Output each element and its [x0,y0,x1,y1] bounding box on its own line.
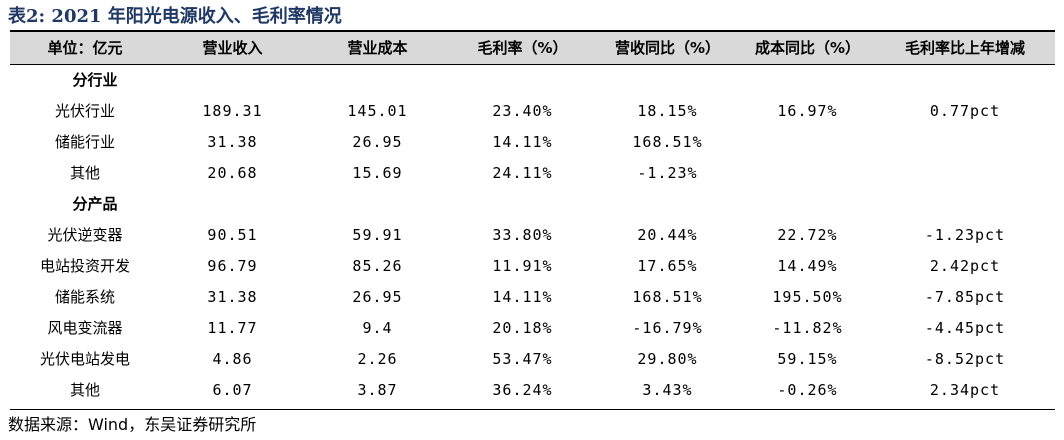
margin-cell: 14.11% [492,288,553,306]
cost-cell: 15.69 [352,164,403,182]
section-row-industry: 分行业 [10,65,1055,96]
cost-cell: 26.95 [352,288,403,306]
table-row: 光伏行业 189.31 145.01 23.40% 18.15% 16.97% … [10,96,1055,127]
margin-cell: 33.80% [492,226,553,244]
cost-cell: 2.26 [357,350,398,368]
cost-yoy-cell [740,127,875,158]
row-name: 电站投资开发 [39,257,130,275]
table-row: 其他 6.07 3.87 36.24% 3.43% -0.26% 2.34pct [10,375,1055,406]
revenue-yoy-cell: 18.15% [637,102,698,120]
margin-change-cell: -8.52pct [924,350,1006,368]
header-margin-change: 毛利率比上年增减 [904,39,1025,57]
table-row: 储能行业 31.38 26.95 14.11% 168.51% [10,127,1055,158]
margin-change-cell [875,127,1055,158]
row-name: 储能系统 [54,288,115,306]
revenue-cell: 20.68 [207,164,258,182]
section-label: 分行业 [72,71,118,89]
cost-cell: 26.95 [352,133,403,151]
table-row: 其他 20.68 15.69 24.11% -1.23% [10,158,1055,189]
header-margin: 毛利率（%） [477,39,568,57]
section-row-product: 分产品 [10,189,1055,220]
cost-cell: 145.01 [347,102,408,120]
revenue-yoy-cell: 20.44% [637,226,698,244]
cost-cell: 59.91 [352,226,403,244]
margin-change-cell: 2.42pct [929,257,1001,275]
revenue-yoy-cell: -1.23% [637,164,698,182]
margin-cell: 23.40% [492,102,553,120]
row-name: 其他 [69,381,100,399]
cost-yoy-cell [740,158,875,189]
cost-yoy-cell: 22.72% [777,226,838,244]
row-name: 储能行业 [54,133,115,151]
header-revenue-yoy: 营收同比（%） [614,39,721,57]
row-name: 风电变流器 [47,319,123,337]
cost-yoy-cell: -11.82% [772,319,843,337]
revenue-yoy-cell: -16.79% [632,319,703,337]
table-row: 储能系统 31.38 26.95 14.11% 168.51% 195.50% … [10,282,1055,313]
table-header: 单位：亿元 营业收入 营业成本 毛利率（%） 营收同比（%） 成本同比（%） 毛… [10,32,1055,64]
row-name: 光伏逆变器 [47,226,123,244]
margin-cell: 36.24% [492,381,553,399]
revenue-yoy-cell: 3.43% [642,381,693,399]
cost-cell: 9.4 [362,319,393,337]
revenue-cell: 31.38 [207,133,258,151]
margin-change-cell: 2.34pct [929,381,1001,399]
revenue-cell: 6.07 [212,381,253,399]
margin-change-cell: -7.85pct [924,288,1006,306]
cost-yoy-cell: 14.49% [777,257,838,275]
section-label: 分产品 [72,195,118,213]
margin-change-cell: -1.23pct [924,226,1006,244]
margin-cell: 20.18% [492,319,553,337]
header-rule [10,64,1055,65]
revenue-yoy-cell: 17.65% [637,257,698,275]
bottom-rule [10,409,1055,410]
cost-yoy-cell: -0.26% [777,381,838,399]
table-row: 光伏逆变器 90.51 59.91 33.80% 20.44% 22.72% -… [10,220,1055,251]
margin-change-cell: -4.45pct [924,319,1006,337]
revenue-cell: 189.31 [202,102,263,120]
cost-yoy-cell: 195.50% [772,288,843,306]
row-name: 光伏电站发电 [39,350,130,368]
cost-cell: 3.87 [357,381,398,399]
revenue-cell: 31.38 [207,288,258,306]
cost-yoy-cell: 16.97% [777,102,838,120]
header-cost: 营业成本 [347,39,408,57]
source-note: 数据来源：Wind，东吴证券研究所 [8,415,257,434]
revenue-cell: 96.79 [207,257,258,275]
table-row: 电站投资开发 96.79 85.26 11.91% 17.65% 14.49% … [10,251,1055,282]
margin-cell: 24.11% [492,164,553,182]
table-row: 光伏电站发电 4.86 2.26 53.47% 29.80% 59.15% -8… [10,344,1055,375]
row-name: 其他 [69,164,100,182]
revenue-yoy-cell: 29.80% [637,350,698,368]
revenue-cell: 4.86 [212,350,253,368]
header-cost-yoy: 成本同比（%） [754,39,861,57]
margin-change-cell [875,158,1055,189]
top-rule [10,30,1055,32]
cost-cell: 85.26 [352,257,403,275]
row-name: 光伏行业 [54,102,115,120]
margin-cell: 11.91% [492,257,553,275]
revenue-yoy-cell: 168.51% [632,133,703,151]
revenue-cell: 90.51 [207,226,258,244]
table-row: 风电变流器 11.77 9.4 20.18% -16.79% -11.82% -… [10,313,1055,344]
header-unit: 单位：亿元 [47,39,123,57]
cost-yoy-cell: 59.15% [777,350,838,368]
table-title: 表2: 2021 年阳光电源收入、毛利率情况 [8,6,342,27]
revenue-yoy-cell: 168.51% [632,288,703,306]
revenue-cell: 11.77 [207,319,258,337]
header-revenue: 营业收入 [202,39,263,57]
margin-change-cell: 0.77pct [929,102,1001,120]
margin-cell: 14.11% [492,133,553,151]
margin-cell: 53.47% [492,350,553,368]
